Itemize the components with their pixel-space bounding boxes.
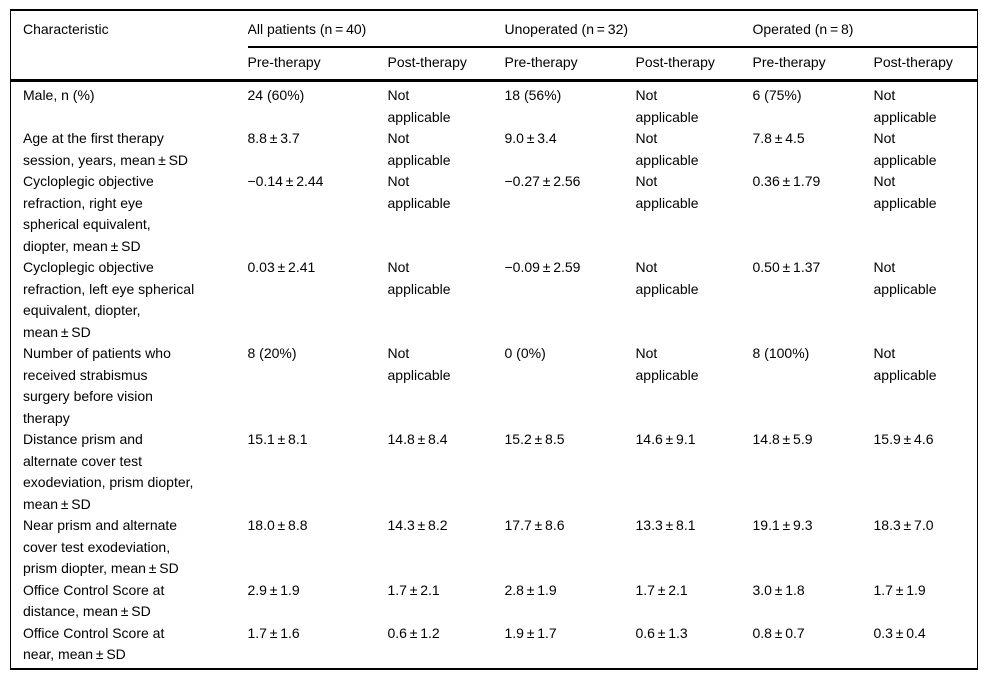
cell-value: Not applicable (387, 345, 451, 383)
cell-value: 0.50 ± 1.37 (752, 259, 821, 275)
cell-value: 24 (60%) (247, 87, 305, 103)
cell-value: 15.9 ± 4.6 (873, 431, 934, 447)
table-row-refraction-right-eye: Cycloplegic objective refraction, right … (11, 171, 978, 257)
cell-value: Not applicable (635, 173, 699, 211)
table-row-office-control-score-distance: Office Control Score at distance, mean ±… (11, 580, 978, 623)
cell-value: −0.27 ± 2.56 (504, 173, 581, 189)
cell-value: 19.1 ± 9.3 (752, 517, 813, 533)
cell-value: 9.0 ± 3.4 (504, 130, 557, 146)
cell-value: −0.14 ± 2.44 (247, 173, 324, 189)
cell-value: 18.3 ± 7.0 (873, 517, 934, 533)
cell-value: Not applicable (635, 259, 699, 297)
subheader-unoperated-post-therapy: Post-therapy (635, 46, 753, 82)
cell-value: 1.9 ± 1.7 (504, 624, 557, 641)
cell-value: 2.8 ± 1.9 (504, 581, 557, 598)
row-label: Male, n (%) (23, 87, 95, 103)
row-label: Number of patients who received strabism… (23, 345, 171, 426)
cell-value: 0.6 ± 1.2 (387, 624, 440, 641)
cell-value: 14.8 ± 8.4 (387, 431, 448, 447)
cell-value: Not applicable (387, 173, 451, 211)
row-label: Age at the first therapy session, years,… (23, 130, 189, 168)
cell-value: 15.1 ± 8.1 (247, 431, 308, 447)
table-row-near-prism-exodeviation: Near prism and alternate cover test exod… (11, 515, 978, 580)
cell-value: Not applicable (873, 87, 937, 125)
cell-value: Not applicable (387, 259, 451, 297)
group-header-operated: Operated (n = 8) (752, 10, 978, 48)
cell-value: 1.7 ± 2.1 (387, 581, 440, 598)
cell-value: Not applicable (873, 130, 937, 168)
cell-value: 18 (56%) (504, 87, 562, 103)
group-header-unoperated: Unoperated (n = 32) (504, 10, 753, 48)
table-row-male: Male, n (%) 24 (60%) Not applicable 18 (… (11, 81, 978, 129)
cell-value: 0.03 ± 2.41 (247, 259, 316, 275)
row-label: Cycloplegic objective refraction, left e… (23, 259, 195, 340)
cell-value: Not applicable (387, 87, 451, 125)
cell-value: Not applicable (873, 345, 937, 383)
table-row-distance-prism-exodeviation: Distance prism and alternate cover test … (11, 429, 978, 515)
cell-value: 14.6 ± 9.1 (635, 431, 696, 447)
patient-characteristics-table-wrap: Characteristic All patients (n = 40) Uno… (10, 9, 979, 670)
table-row-refraction-left-eye: Cycloplegic objective refraction, left e… (11, 257, 978, 343)
cell-value: 3.0 ± 1.8 (752, 581, 805, 598)
cell-value: Not applicable (873, 259, 937, 297)
cell-value: 18.0 ± 8.8 (247, 517, 308, 533)
subheader-operated-post-therapy: Post-therapy (873, 46, 978, 82)
group-header-all-patients: All patients (n = 40) (247, 10, 505, 48)
cell-value: 8.8 ± 3.7 (247, 130, 300, 146)
cell-value: 13.3 ± 8.1 (635, 517, 696, 533)
cell-value: 17.7 ± 8.6 (504, 517, 565, 533)
patient-characteristics-table: Characteristic All patients (n = 40) Uno… (10, 9, 979, 670)
subheader-all-post-therapy: Post-therapy (387, 46, 505, 82)
column-header-characteristic: Characteristic (10, 10, 248, 82)
cell-value: Not applicable (635, 345, 699, 383)
cell-value: 15.2 ± 8.5 (504, 431, 565, 447)
cell-value: Not applicable (635, 130, 699, 168)
cell-value: 14.8 ± 5.9 (752, 431, 813, 447)
cell-value: 1.7 ± 1.9 (873, 581, 926, 598)
row-label: Cycloplegic objective refraction, right … (23, 173, 154, 254)
table-subheader-row: Pre-therapy Post-therapy Pre-therapy Pos… (11, 46, 978, 82)
cell-value: Not applicable (635, 87, 699, 125)
cell-value: 6 (75%) (752, 87, 802, 103)
row-label: Near prism and alternate cover test exod… (23, 517, 179, 576)
cell-value: 0.36 ± 1.79 (752, 173, 821, 189)
cell-value: 0.3 ± 0.4 (873, 624, 926, 641)
cell-value: 1.7 ± 2.1 (635, 581, 688, 598)
subheader-unoperated-pre-therapy: Pre-therapy (504, 46, 636, 82)
subheader-all-pre-therapy: Pre-therapy (247, 46, 388, 82)
cell-value: 14.3 ± 8.2 (387, 517, 448, 533)
table-row-strabismus-surgery: Number of patients who received strabism… (11, 343, 978, 429)
table-row-age-first-therapy: Age at the first therapy session, years,… (11, 128, 978, 171)
cell-value: −0.09 ± 2.59 (504, 259, 581, 275)
cell-value: 7.8 ± 4.5 (752, 130, 805, 146)
table-group-header-row: Characteristic All patients (n = 40) Uno… (10, 10, 978, 82)
cell-value: 0.8 ± 0.7 (752, 624, 805, 641)
cell-value: 1.7 ± 1.6 (247, 624, 300, 641)
subheader-operated-pre-therapy: Pre-therapy (752, 46, 874, 82)
cell-value: 8 (20%) (247, 345, 297, 361)
cell-value: Not applicable (873, 173, 937, 211)
cell-value: 2.9 ± 1.9 (247, 581, 300, 598)
cell-value: 0 (0%) (504, 345, 546, 361)
row-label: Office Control Score at distance, mean ±… (23, 581, 165, 620)
row-label: Distance prism and alternate cover test … (23, 431, 194, 512)
cell-value: 8 (100%) (752, 345, 810, 361)
row-label: Office Control Score at near, mean ± SD (23, 624, 165, 663)
cell-value: Not applicable (387, 130, 451, 168)
table-row-office-control-score-near: Office Control Score at near, mean ± SD … (11, 623, 978, 669)
cell-value: 0.6 ± 1.3 (635, 624, 688, 641)
